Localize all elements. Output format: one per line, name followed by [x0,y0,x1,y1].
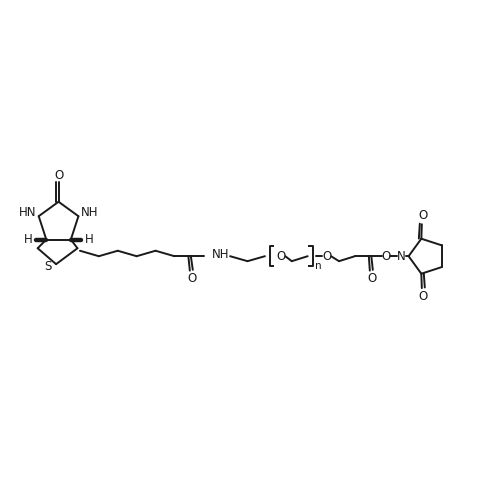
Text: O: O [367,272,376,285]
Text: NH: NH [212,248,229,260]
Text: O: O [322,250,331,262]
Text: n: n [315,261,322,271]
Text: H: H [85,233,94,246]
Text: O: O [418,210,428,222]
Text: O: O [418,290,428,303]
Text: O: O [276,250,285,262]
Text: N: N [398,250,406,262]
Text: HN: HN [18,206,36,218]
Text: H: H [24,233,32,246]
Text: O: O [381,250,390,262]
Text: S: S [44,260,52,273]
Text: NH: NH [81,206,98,218]
Text: O: O [188,272,197,285]
Text: O: O [54,169,63,182]
